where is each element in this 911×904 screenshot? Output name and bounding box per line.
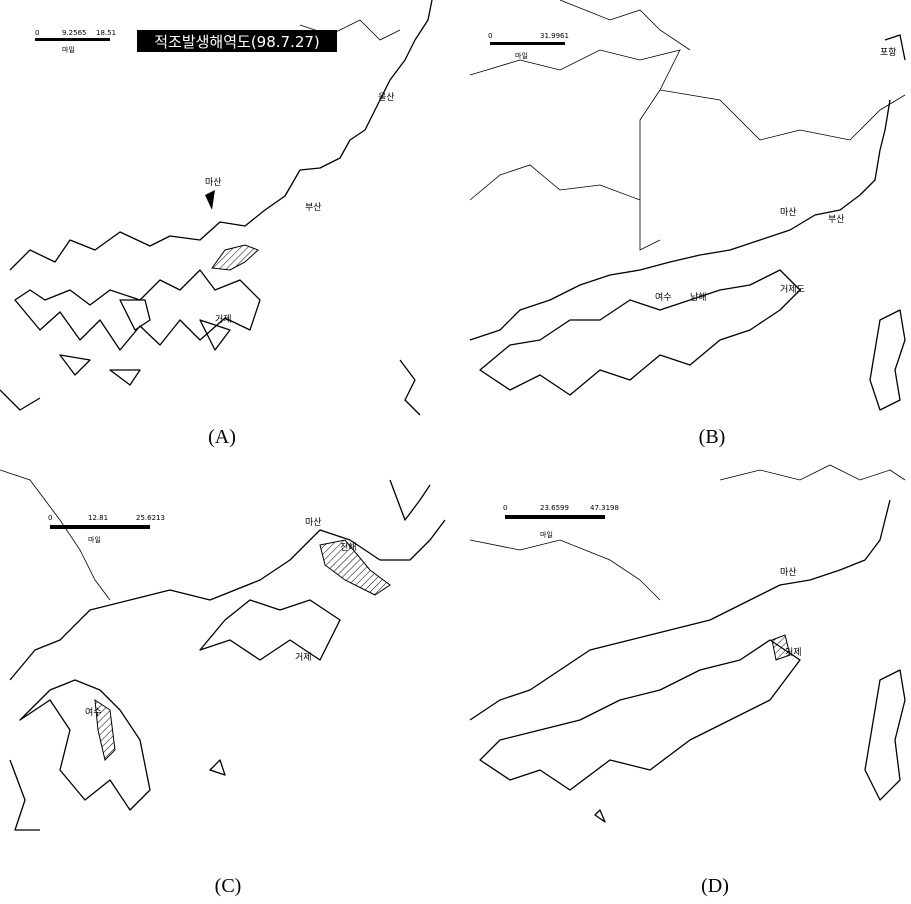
scale-tick: 25.6213	[136, 514, 165, 522]
scale-tick: 0	[35, 29, 39, 37]
map-title: 적조발생해역도(98.7.27)	[154, 33, 320, 51]
place-label: 마산	[780, 207, 797, 218]
scale-tick: 47.3198	[590, 504, 619, 512]
scale-bar	[490, 42, 565, 45]
scale-tick: 18.51	[96, 29, 116, 37]
scale-unit: 마일	[62, 45, 75, 54]
place-label: 울산	[378, 92, 395, 103]
scale-tick: 0	[488, 32, 492, 40]
place-label: 진해	[340, 542, 357, 553]
place-label: 마산	[305, 517, 322, 528]
coastline	[870, 310, 905, 410]
map-panel-b: 0 31.9961 마일 포항 마산 부산 남해 여수 거제도 (B)	[470, 0, 905, 448]
scale-tick: 0	[503, 504, 507, 512]
coastline	[480, 640, 800, 790]
scale-unit: 마일	[88, 535, 101, 544]
place-label: 거제	[785, 647, 802, 658]
coastline	[470, 500, 890, 720]
coastline	[10, 760, 225, 830]
panel-caption: (B)	[699, 426, 726, 448]
coastline	[200, 480, 430, 660]
coastline	[10, 520, 445, 680]
place-label: 여수	[85, 706, 102, 718]
boundary	[560, 0, 690, 50]
coastline	[595, 670, 905, 822]
map-panel-a: 0 9.2565 18.51 마일 적조발생해역도(98.7.27) 울산 마산…	[0, 0, 432, 448]
panel-caption: (A)	[208, 426, 236, 448]
marker	[205, 190, 215, 210]
place-label: 여수	[655, 291, 672, 303]
scale-unit: 마일	[515, 51, 528, 60]
boundary	[470, 540, 660, 600]
figure: 0 9.2565 18.51 마일 적조발생해역도(98.7.27) 울산 마산…	[0, 0, 911, 904]
scale-bar	[50, 525, 150, 529]
map-panel-c: 0 12.81 25.6213 마일 마산 진해 거제 여수 (C)	[0, 470, 445, 897]
place-label: 부산	[828, 214, 845, 225]
scale-tick: 0	[48, 514, 52, 522]
boundary	[0, 470, 110, 600]
scale-tick: 9.2565	[62, 29, 87, 37]
coastline	[400, 360, 420, 415]
red-tide-area	[212, 245, 258, 270]
boundary	[720, 465, 905, 480]
place-label: 마산	[780, 567, 797, 578]
place-label: 거제	[295, 652, 312, 663]
place-label: 거제	[215, 314, 232, 325]
scale-tick: 31.9961	[540, 32, 569, 40]
place-label: 부산	[305, 202, 322, 213]
coastline	[20, 680, 150, 810]
scale-tick: 12.81	[88, 514, 108, 522]
boundary	[470, 50, 905, 140]
scale-unit: 마일	[540, 530, 553, 539]
scale-bar	[35, 38, 110, 41]
coastline	[0, 300, 230, 410]
panel-caption: (C)	[215, 875, 242, 897]
scale-bar	[505, 515, 605, 519]
map-panel-d: 0 23.6599 47.3198 마일 마산 거제 (D)	[470, 465, 905, 897]
coastline	[480, 270, 800, 395]
place-label: 남해	[690, 292, 707, 303]
place-label: 포항	[880, 47, 897, 58]
place-label: 마산	[205, 177, 222, 188]
place-label: 거제도	[780, 284, 805, 295]
scale-tick: 23.6599	[540, 504, 569, 512]
panel-caption: (D)	[701, 875, 729, 897]
boundary	[470, 90, 660, 250]
